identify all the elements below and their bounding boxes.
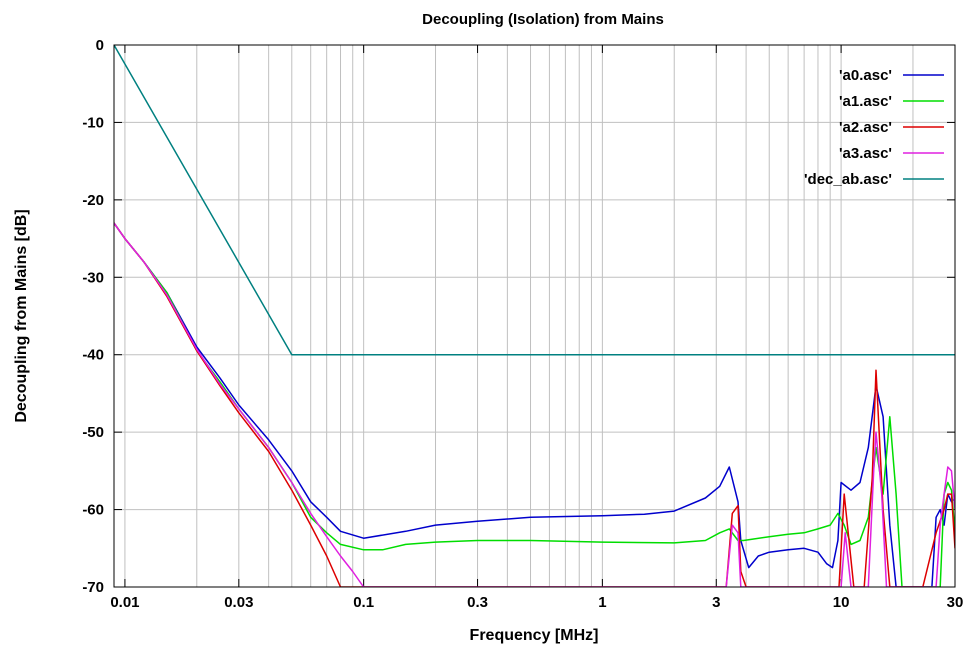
y-tick-label: -50 <box>82 424 104 441</box>
series-line-3 <box>114 222 955 587</box>
x-axis-label: Frequency [MHz] <box>470 627 599 644</box>
x-tick-label: 1 <box>598 594 606 611</box>
x-tick-label: 0.1 <box>353 594 374 611</box>
series-lines <box>114 45 955 587</box>
y-tick-label: -40 <box>82 347 104 364</box>
y-tick-label: 0 <box>96 37 104 54</box>
series-line-2 <box>114 222 955 587</box>
legend-label: 'a3.asc' <box>839 145 892 162</box>
y-tick-label: -10 <box>82 114 104 131</box>
plot-frame <box>113 44 956 588</box>
x-tick-label: 30 <box>947 594 964 611</box>
legend-label: 'dec_ab.asc' <box>804 171 892 188</box>
y-tick-label: -60 <box>82 502 104 519</box>
y-tick-label: -30 <box>82 269 104 286</box>
series-line-4 <box>114 45 955 356</box>
legend: 'a0.asc' 'a1.asc' 'a2.asc' 'a3.asc' 'dec_ab.… <box>804 67 944 188</box>
x-tick-label: 0.01 <box>110 594 139 611</box>
x-tick-label: 3 <box>712 594 720 611</box>
legend-label: 'a2.asc' <box>839 119 892 136</box>
chart-title: Decoupling (Isolation) from Mains <box>422 11 664 28</box>
x-tick-label: 0.03 <box>224 594 253 611</box>
legend-label: 'a1.asc' <box>839 93 892 110</box>
grid <box>114 45 955 587</box>
y-axis-ticks: 0 -10 -20 -30 -40 -50 -60 -70 <box>82 37 955 596</box>
y-tick-label: -70 <box>82 579 104 596</box>
legend-label: 'a0.asc' <box>839 67 892 84</box>
y-axis-label: Decoupling from Mains [dB] <box>13 209 30 422</box>
y-tick-label: -20 <box>82 192 104 209</box>
x-axis-ticks: 0.01 0.03 0.1 0.3 1 3 10 30 <box>110 45 963 611</box>
x-tick-label: 0.3 <box>467 594 488 611</box>
x-tick-label: 10 <box>833 594 850 611</box>
